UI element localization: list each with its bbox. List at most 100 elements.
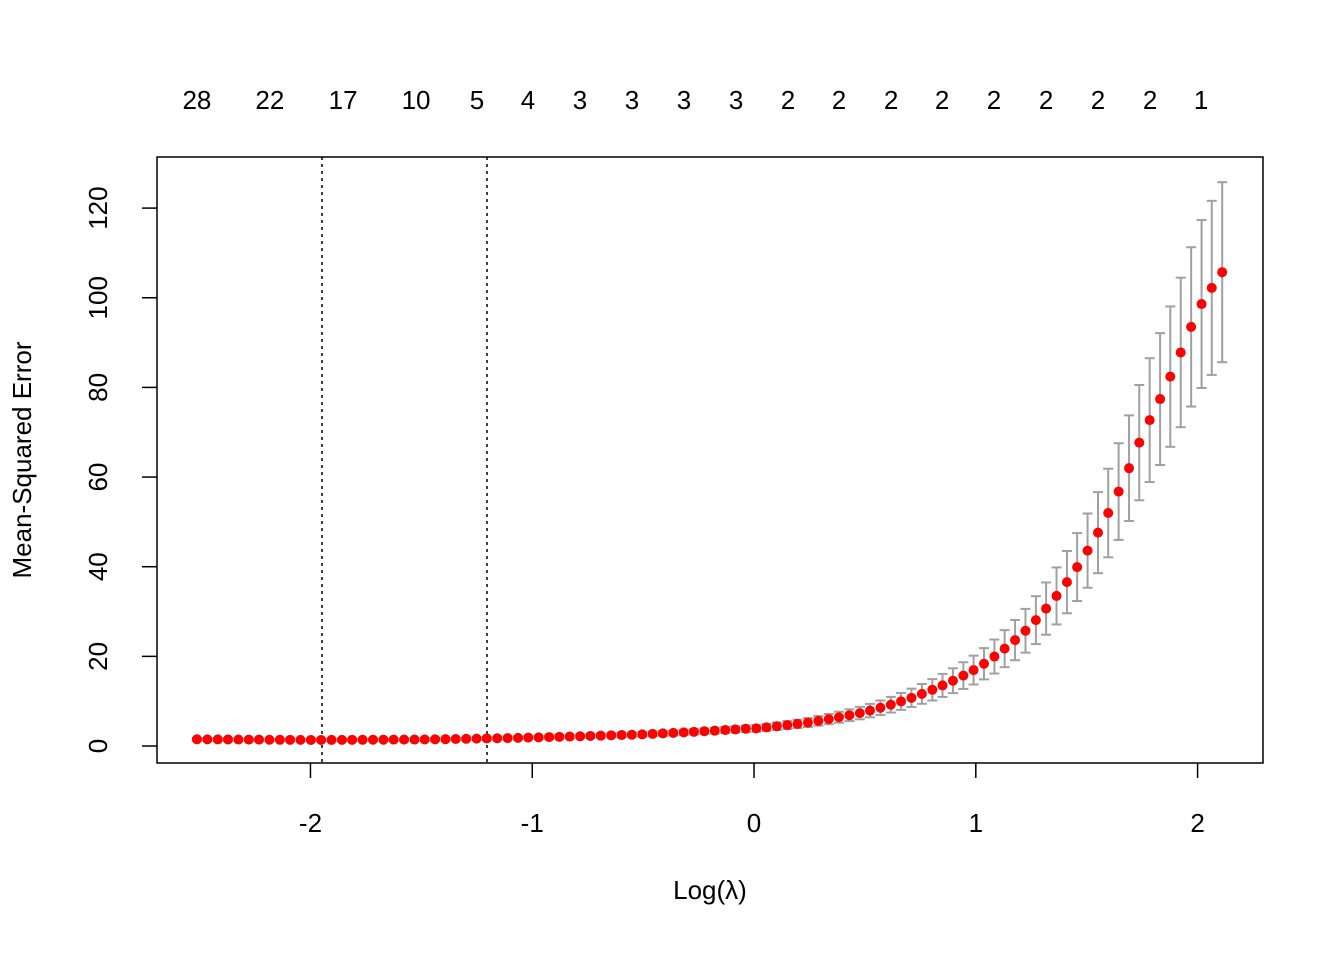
point — [305, 734, 316, 745]
point — [968, 665, 979, 676]
top-tick-label: 1 — [1194, 85, 1208, 115]
point — [1134, 437, 1145, 448]
top-tick-label: 10 — [402, 85, 431, 115]
top-tick-label: 28 — [182, 85, 211, 115]
point — [1113, 486, 1124, 497]
point — [761, 722, 772, 733]
point — [419, 734, 430, 745]
point — [585, 730, 596, 741]
point — [865, 705, 876, 716]
point — [771, 721, 782, 732]
point — [388, 734, 399, 745]
point — [606, 730, 617, 741]
top-tick-label: 3 — [729, 85, 743, 115]
point — [916, 688, 927, 699]
point — [937, 680, 948, 691]
x-tick-label: 1 — [969, 808, 983, 838]
point — [1082, 545, 1093, 556]
top-tick-label: 3 — [625, 85, 639, 115]
point — [513, 732, 524, 743]
point — [1041, 603, 1052, 614]
top-tick-label: 2 — [935, 85, 949, 115]
point — [1144, 415, 1155, 426]
point — [409, 734, 420, 745]
point — [844, 710, 855, 721]
point — [316, 734, 327, 745]
point — [347, 734, 358, 745]
point — [440, 734, 451, 745]
y-tick-label: 100 — [83, 276, 113, 319]
point — [544, 732, 555, 743]
point — [833, 712, 844, 723]
top-tick-label: 2 — [1143, 85, 1157, 115]
point — [212, 734, 223, 745]
x-tick-label: -1 — [521, 808, 544, 838]
y-tick-label: 60 — [83, 463, 113, 492]
point — [1155, 394, 1166, 405]
point — [730, 724, 741, 735]
point — [885, 699, 896, 710]
point — [202, 734, 213, 745]
point — [927, 684, 938, 695]
point — [823, 714, 834, 725]
point — [430, 734, 441, 745]
x-axis-label: Log(λ) — [673, 875, 747, 905]
point — [979, 658, 990, 669]
point — [802, 717, 813, 728]
point — [533, 732, 544, 743]
point — [1061, 577, 1072, 588]
point — [958, 670, 969, 681]
x-tick-label: 2 — [1190, 808, 1204, 838]
point — [720, 725, 731, 736]
y-tick-label: 20 — [83, 642, 113, 671]
point — [875, 702, 886, 713]
top-tick-label: 2 — [987, 85, 1001, 115]
point — [782, 720, 793, 731]
point — [554, 731, 565, 742]
point — [492, 733, 503, 744]
point — [336, 734, 347, 745]
point — [1175, 347, 1186, 358]
point — [1206, 282, 1217, 293]
point — [264, 734, 275, 745]
y-tick-label: 80 — [83, 373, 113, 402]
point — [1010, 635, 1021, 646]
point — [616, 730, 627, 741]
point — [751, 723, 762, 734]
point — [502, 733, 513, 744]
top-tick-label: 5 — [470, 85, 484, 115]
point — [1186, 321, 1197, 332]
point — [1092, 527, 1103, 538]
top-tick-label: 2 — [781, 85, 795, 115]
point — [626, 729, 637, 740]
point — [678, 727, 689, 738]
point — [564, 731, 575, 742]
point — [243, 734, 254, 745]
point — [1020, 625, 1031, 636]
point — [947, 675, 958, 686]
point — [233, 734, 244, 745]
point — [1072, 562, 1083, 573]
point — [191, 734, 202, 745]
point — [1196, 299, 1207, 310]
point — [254, 734, 265, 745]
point — [1217, 267, 1228, 278]
y-tick-label: 120 — [83, 186, 113, 229]
point — [906, 692, 917, 703]
point — [854, 708, 865, 719]
point — [368, 734, 379, 745]
point — [450, 733, 461, 744]
point — [1030, 615, 1041, 626]
point — [461, 733, 472, 744]
point — [471, 733, 482, 744]
point — [1165, 371, 1176, 382]
point — [792, 718, 803, 729]
point — [740, 723, 751, 734]
point — [999, 643, 1010, 654]
point — [668, 727, 679, 738]
point — [295, 734, 306, 745]
top-tick-label: 3 — [677, 85, 691, 115]
point — [709, 725, 720, 736]
point — [1051, 590, 1062, 601]
